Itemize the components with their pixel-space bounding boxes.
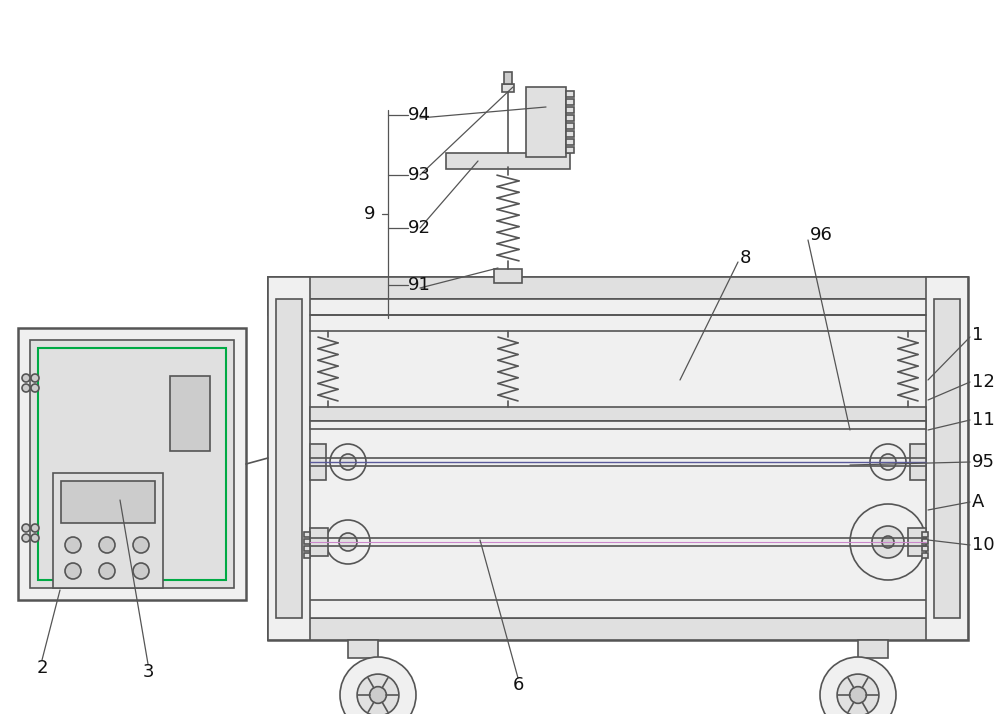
Circle shape — [31, 534, 39, 542]
Bar — [566, 139, 574, 145]
Text: 92: 92 — [408, 219, 431, 237]
Circle shape — [850, 504, 926, 580]
Circle shape — [65, 537, 81, 553]
Text: 95: 95 — [972, 453, 995, 471]
Bar — [268, 299, 968, 315]
Text: 9: 9 — [364, 205, 376, 223]
Bar — [934, 299, 960, 618]
Circle shape — [880, 454, 896, 470]
Circle shape — [99, 563, 115, 579]
Bar — [910, 444, 926, 480]
Bar — [922, 553, 928, 558]
Circle shape — [820, 657, 896, 714]
Circle shape — [870, 444, 906, 480]
Bar — [566, 147, 574, 153]
Bar — [502, 84, 514, 92]
Circle shape — [22, 374, 30, 382]
Bar — [446, 153, 570, 169]
Bar — [30, 340, 234, 588]
Circle shape — [340, 657, 416, 714]
Text: 3: 3 — [142, 663, 154, 681]
Bar — [18, 328, 246, 600]
Bar — [566, 91, 574, 97]
Circle shape — [65, 563, 81, 579]
Bar — [922, 532, 928, 537]
Text: 12: 12 — [972, 373, 995, 391]
Circle shape — [133, 563, 149, 579]
Bar — [922, 546, 928, 551]
Bar — [304, 553, 310, 558]
Text: 94: 94 — [408, 106, 431, 124]
Bar — [268, 277, 968, 640]
Bar — [310, 528, 328, 556]
Text: 8: 8 — [740, 249, 751, 267]
Circle shape — [22, 524, 30, 532]
Circle shape — [370, 687, 386, 703]
Bar — [170, 376, 210, 451]
Text: 96: 96 — [810, 226, 833, 244]
Bar — [304, 532, 310, 537]
Text: 6: 6 — [512, 676, 524, 694]
Bar — [53, 473, 163, 588]
Circle shape — [882, 536, 894, 548]
Circle shape — [339, 533, 357, 551]
Circle shape — [872, 526, 904, 558]
Bar — [310, 421, 926, 429]
Bar — [268, 277, 968, 299]
Bar — [566, 123, 574, 129]
Bar — [304, 546, 310, 551]
Text: 1: 1 — [972, 326, 983, 344]
Bar — [268, 277, 310, 640]
Bar — [566, 107, 574, 113]
Bar — [268, 600, 968, 618]
Text: A: A — [972, 493, 984, 511]
Bar — [310, 407, 926, 421]
Bar — [566, 99, 574, 105]
Bar — [61, 481, 155, 523]
Bar — [268, 618, 968, 640]
Bar — [348, 640, 378, 658]
Circle shape — [133, 537, 149, 553]
Circle shape — [31, 524, 39, 532]
Bar — [276, 299, 302, 618]
Text: 93: 93 — [408, 166, 431, 184]
Bar — [566, 115, 574, 121]
Circle shape — [837, 674, 879, 714]
Text: 91: 91 — [408, 276, 431, 294]
Bar — [526, 87, 566, 157]
Bar — [858, 640, 888, 658]
Bar — [908, 528, 926, 556]
Circle shape — [22, 384, 30, 392]
Circle shape — [99, 537, 115, 553]
Bar — [38, 348, 226, 580]
Text: 10: 10 — [972, 536, 995, 554]
Bar — [504, 72, 512, 84]
Circle shape — [340, 454, 356, 470]
Bar — [922, 539, 928, 544]
Circle shape — [31, 374, 39, 382]
Text: 11: 11 — [972, 411, 995, 429]
Circle shape — [22, 534, 30, 542]
Bar — [566, 131, 574, 137]
Bar — [310, 444, 326, 480]
Bar — [926, 277, 968, 640]
Circle shape — [326, 520, 370, 564]
Circle shape — [31, 384, 39, 392]
Text: 2: 2 — [36, 659, 48, 677]
Bar — [494, 269, 522, 283]
Circle shape — [330, 444, 366, 480]
Circle shape — [850, 687, 866, 703]
Circle shape — [357, 674, 399, 714]
Bar — [304, 539, 310, 544]
